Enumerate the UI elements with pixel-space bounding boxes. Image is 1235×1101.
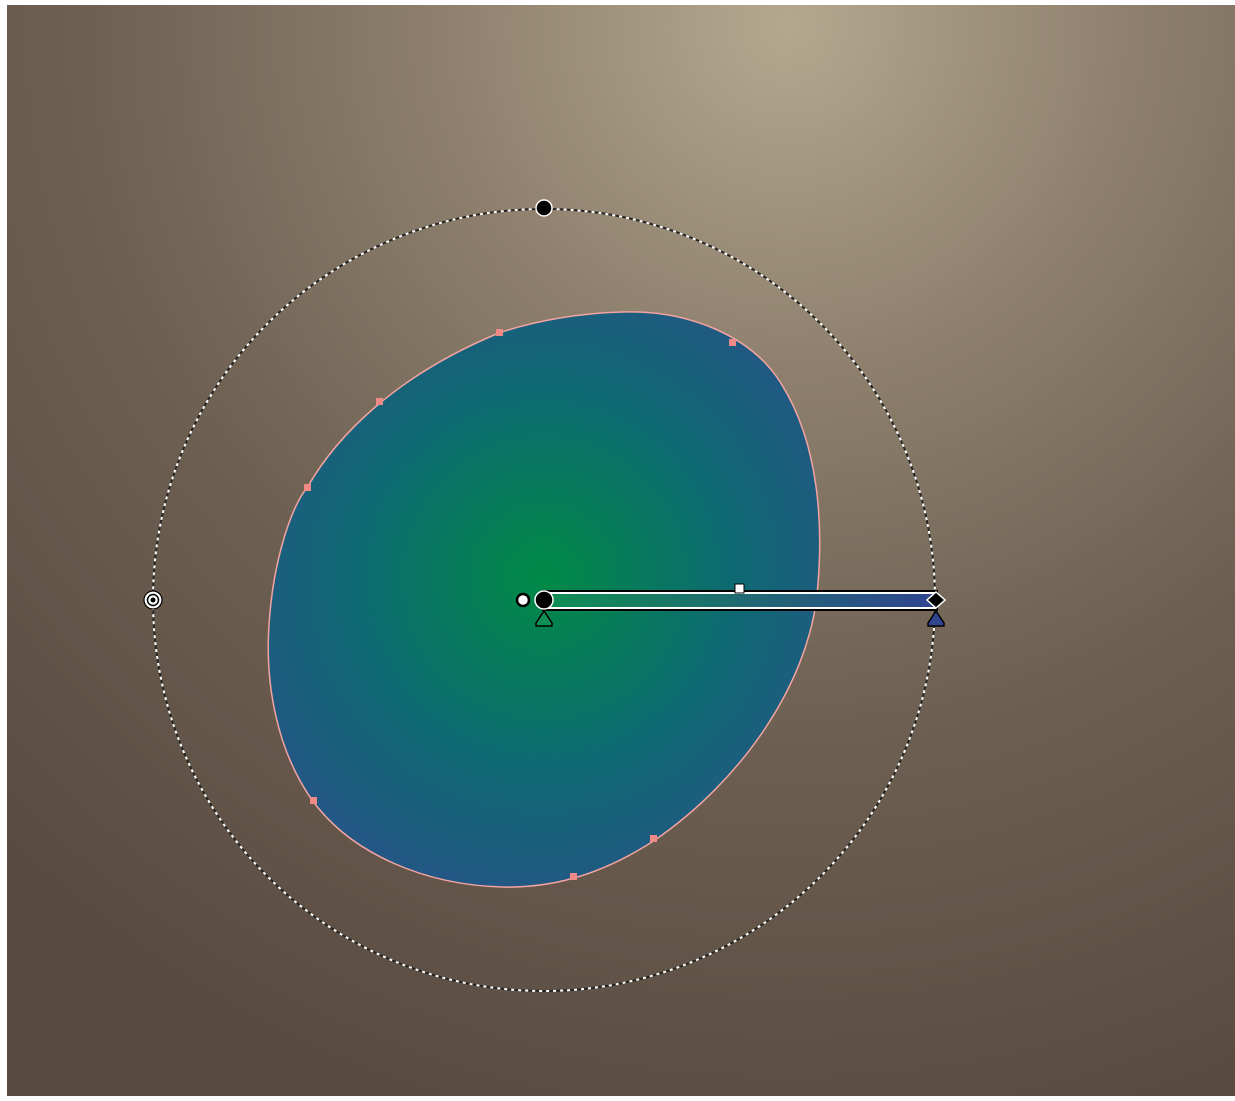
shape-node[interactable] [376,398,383,405]
shape-node[interactable] [304,484,311,491]
shape-node[interactable] [650,835,657,842]
shape-node[interactable] [310,797,317,804]
focus-handle-icon[interactable] [517,594,529,606]
midpoint-square-handle-icon[interactable] [735,584,744,593]
shape-node[interactable] [729,339,736,346]
center-circle-handle-icon[interactable] [535,591,553,609]
shape-node[interactable] [496,329,503,336]
drawing-canvas[interactable] [7,5,1235,1096]
ring-left-handle-icon[interactable] [144,591,162,609]
ring-top-handle-icon[interactable] [536,200,552,216]
shape-node[interactable] [570,873,577,880]
